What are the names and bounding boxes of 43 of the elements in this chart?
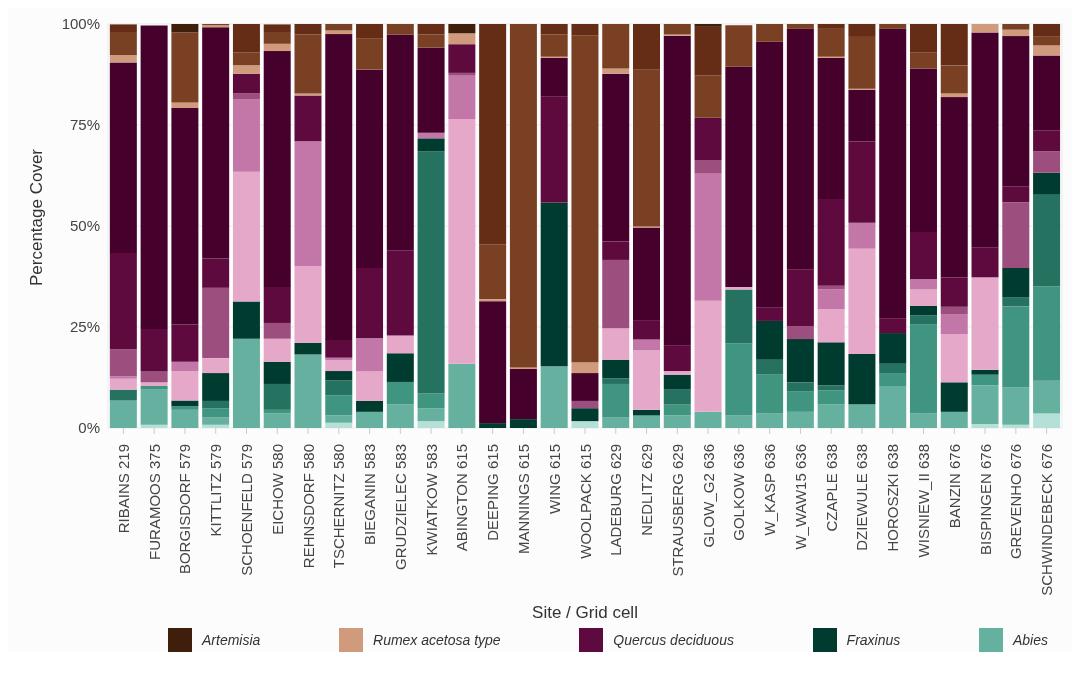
y-tick-label: 75% <box>69 116 100 134</box>
x-tick-label: FURAMOOS 375 <box>145 444 163 560</box>
x-tick-label: SCHOENFELD 579 <box>237 444 255 576</box>
x-tick-label: TSCHERNITZ 580 <box>330 444 348 569</box>
x-tick-label: SCHWINDEBECK 676 <box>1038 444 1056 596</box>
x-tick-label: WING 615 <box>545 444 563 515</box>
legend-label: Rumex acetosa type <box>373 632 501 648</box>
x-tick-label: GOLKOW 636 <box>730 444 748 541</box>
x-axis-title: Site / Grid cell <box>532 603 638 622</box>
x-tick-label: REHNSDORF 580 <box>299 444 317 569</box>
x-tick-label: CZAPLE 638 <box>822 444 840 532</box>
y-tick-label: 100% <box>61 15 100 33</box>
x-tick-label: BORGISDORF 579 <box>176 444 194 575</box>
x-tick-label: LADEBURG 629 <box>607 444 625 556</box>
legend-label: Abies <box>1012 632 1048 648</box>
x-tick-label: W_WAW15 636 <box>791 444 809 550</box>
x-tick-label: KITTLITZ 579 <box>207 444 225 537</box>
x-tick-label: DEEPING 615 <box>484 444 502 541</box>
x-tick-label: STRAUSBERG 629 <box>668 444 686 577</box>
legend-label: Artemisia <box>202 632 261 648</box>
x-tick-label: GRUDZIELEC 583 <box>391 444 409 570</box>
x-tick-label: ABINGTON 615 <box>453 444 471 552</box>
x-tick-label: W_KASP 636 <box>761 444 779 536</box>
x-tick-label: NEDLITZ 629 <box>638 444 656 536</box>
y-tick-label: 50% <box>69 217 100 235</box>
y-tick-label: 0% <box>78 419 100 437</box>
x-tick-label: KWIATKOW 583 <box>422 444 440 556</box>
x-tick-label: HOROSZKI 638 <box>884 444 902 552</box>
x-tick-label: EICHOW 580 <box>268 444 286 535</box>
x-tick-label: BISPINGEN 676 <box>976 444 994 555</box>
x-tick-label: WISNIEW_II 638 <box>915 444 933 558</box>
legend-label: Quercus deciduous <box>613 632 734 648</box>
y-axis-title: Percentage Cover <box>27 148 47 286</box>
x-tick-label: BANZIN 676 <box>945 444 963 529</box>
legend-label: Fraxinus <box>846 632 901 648</box>
x-tick-label: RIBAINS 219 <box>114 444 132 534</box>
y-tick-label: 25% <box>69 318 100 336</box>
x-tick-label: DZIEWULE 638 <box>853 444 871 551</box>
x-tick-label: GLOW_G2 636 <box>699 444 717 548</box>
x-tick-label: MANNINGS 615 <box>514 444 532 555</box>
x-tick-label: BIEGANIN 583 <box>361 444 379 545</box>
x-tick-label: WOOLPACK 615 <box>576 444 594 559</box>
x-tick-label: GREVENHO 676 <box>1007 444 1025 560</box>
